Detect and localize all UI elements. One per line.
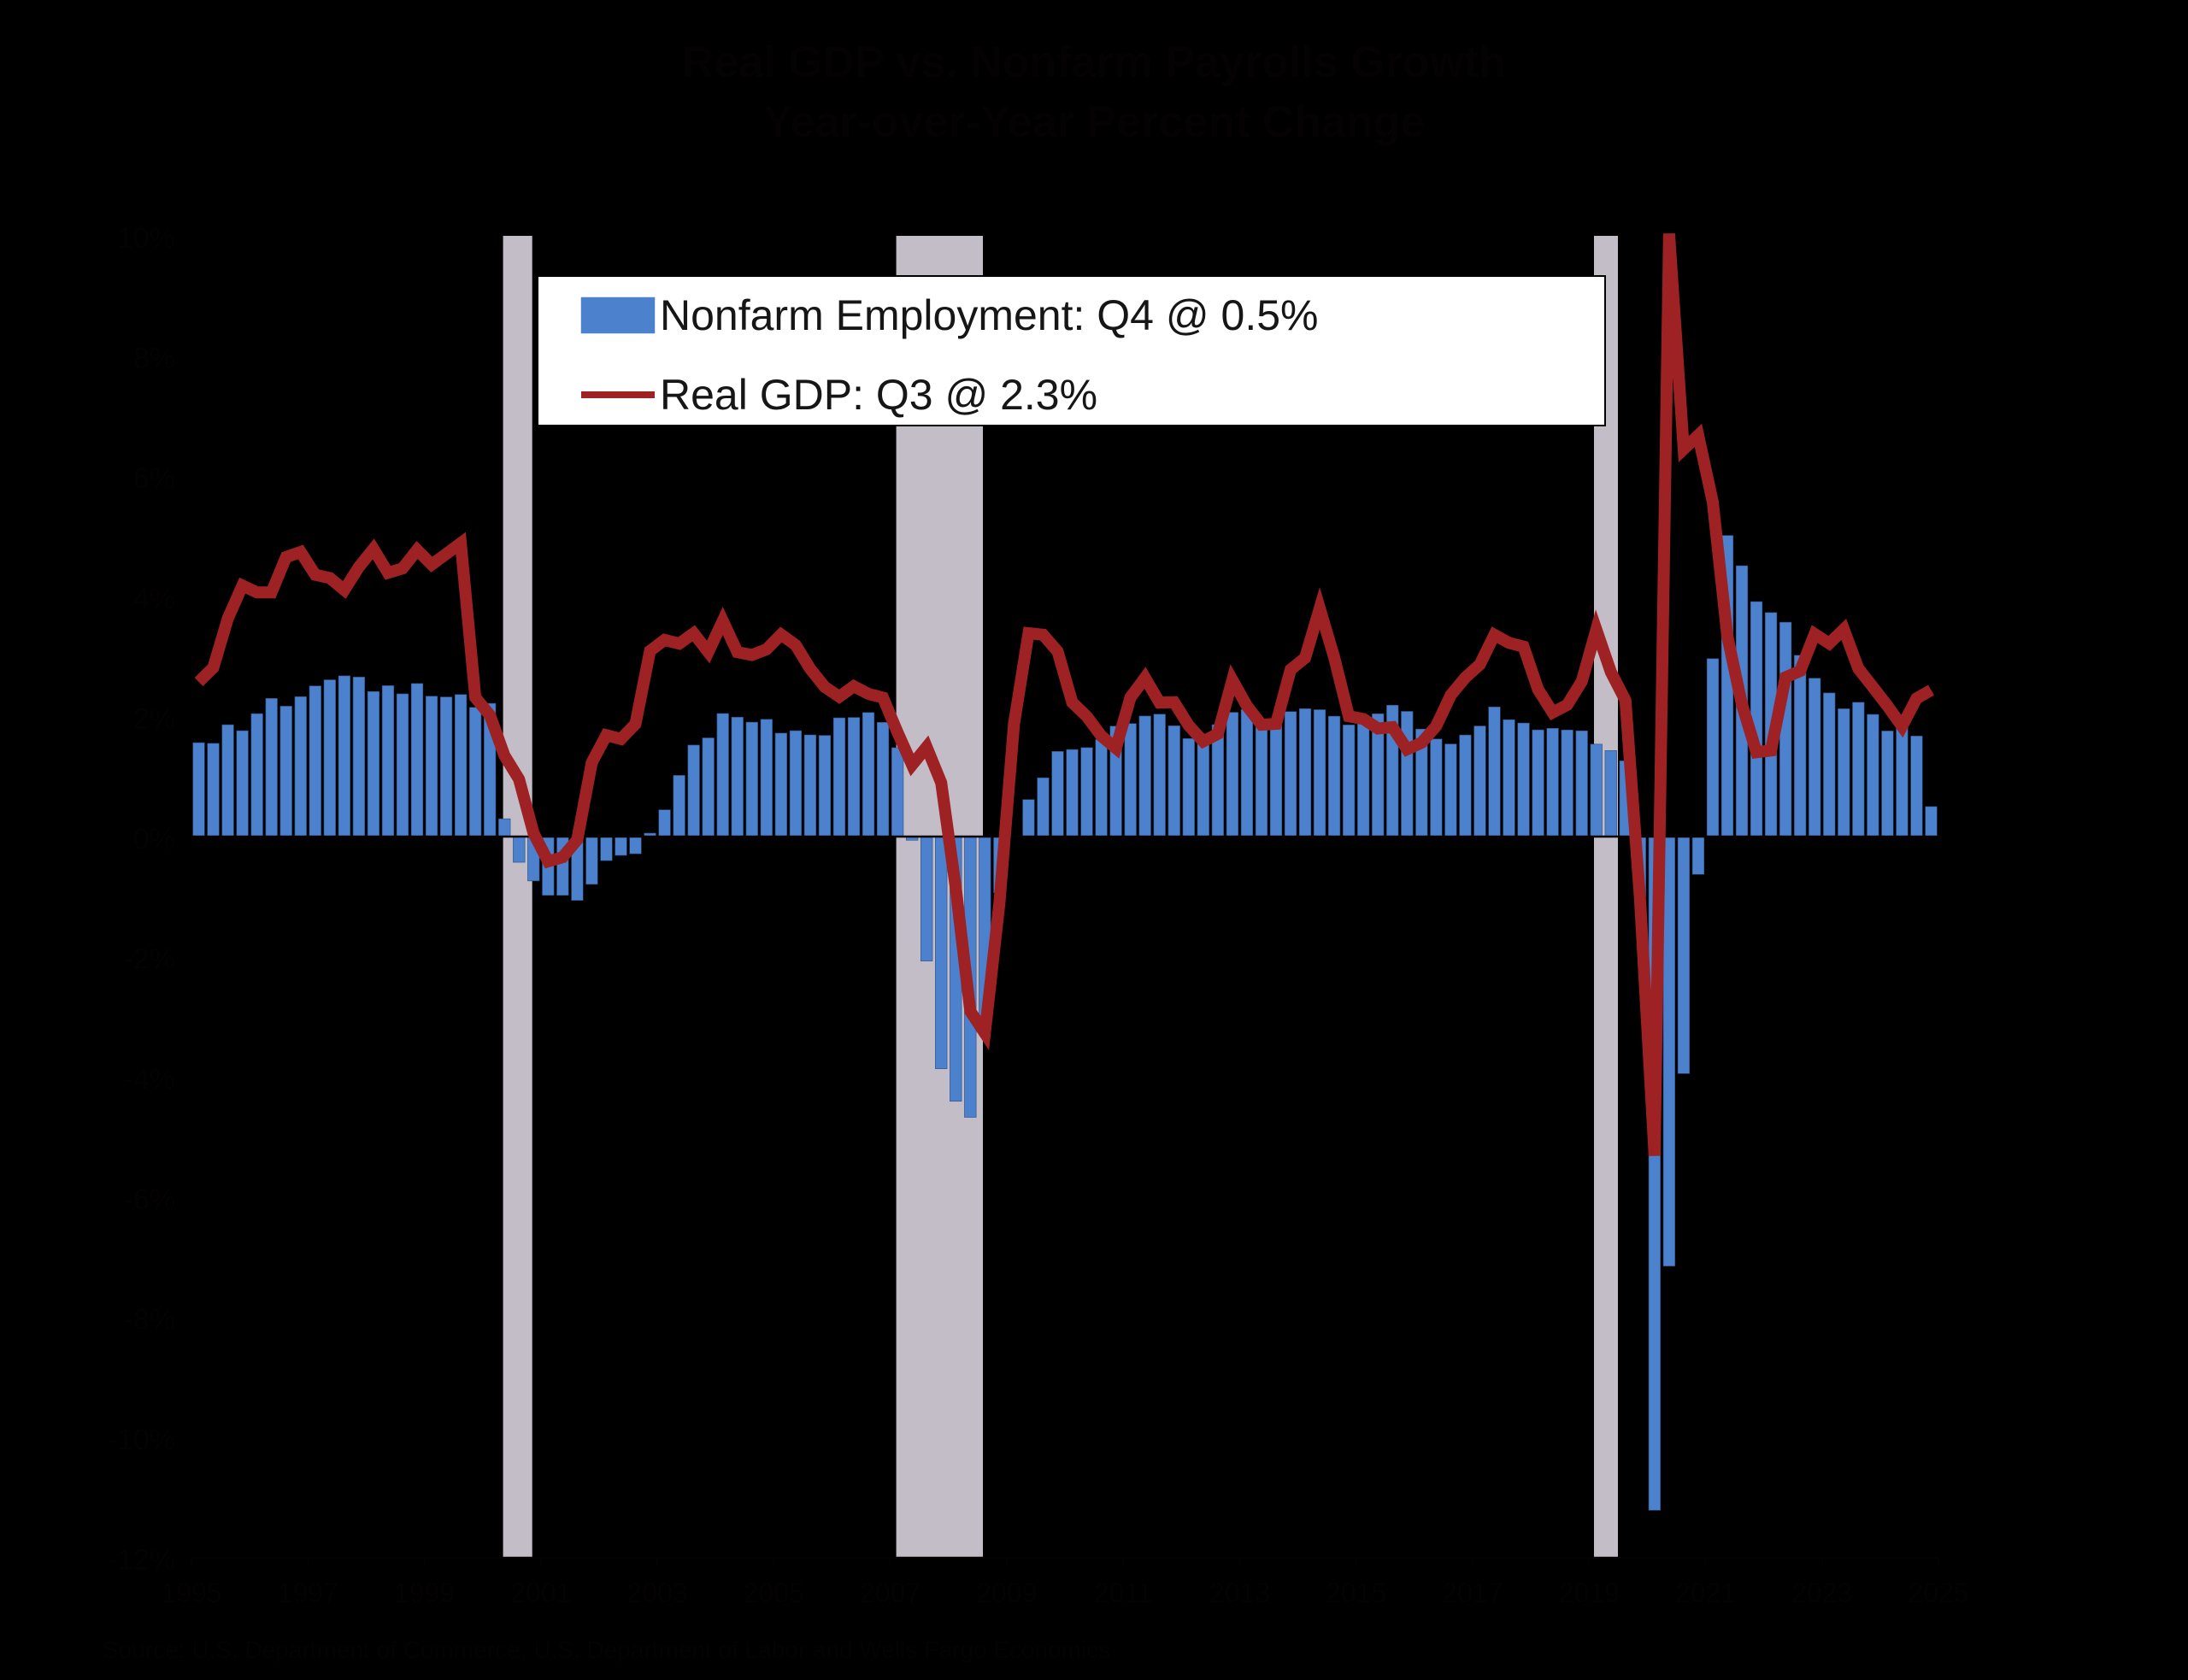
svg-text:-8%: -8% bbox=[124, 1303, 175, 1336]
svg-text:-6%: -6% bbox=[124, 1184, 175, 1216]
svg-text:-12%: -12% bbox=[108, 1544, 175, 1577]
svg-text:8%: 8% bbox=[133, 343, 175, 375]
svg-text:Real GDP vs. Nonfarm Payrolls: Real GDP vs. Nonfarm Payrolls Growth bbox=[682, 38, 1506, 87]
svg-text:4%: 4% bbox=[133, 583, 175, 615]
svg-text:2009: 2009 bbox=[976, 1577, 1037, 1608]
svg-text:-4%: -4% bbox=[124, 1063, 175, 1096]
svg-text:-10%: -10% bbox=[108, 1424, 175, 1456]
svg-text:Real GDP: Q3 @ 2.3%: Real GDP: Q3 @ 2.3% bbox=[660, 371, 1097, 419]
svg-text:2011: 2011 bbox=[1094, 1577, 1153, 1608]
svg-text:2017: 2017 bbox=[1442, 1577, 1503, 1608]
svg-text:2007: 2007 bbox=[860, 1577, 920, 1608]
svg-text:2013: 2013 bbox=[1209, 1577, 1270, 1608]
svg-text:Year-over-Year Percent Change: Year-over-Year Percent Change bbox=[763, 97, 1426, 147]
svg-text:10%: 10% bbox=[117, 222, 175, 255]
svg-text:2023: 2023 bbox=[1791, 1577, 1852, 1608]
svg-text:Nonfarm Employment: Q4 @ 0.5%: Nonfarm Employment: Q4 @ 0.5% bbox=[660, 291, 1318, 339]
svg-text:6%: 6% bbox=[133, 462, 175, 495]
svg-text:2005: 2005 bbox=[744, 1577, 804, 1608]
svg-text:2015: 2015 bbox=[1326, 1577, 1386, 1608]
svg-text:0%: 0% bbox=[133, 823, 175, 855]
svg-text:2%: 2% bbox=[133, 702, 175, 735]
svg-text:Source: U.S. Department of Com: Source: U.S. Department of Commerce, U.S… bbox=[103, 1636, 1110, 1663]
svg-text:1995: 1995 bbox=[161, 1577, 221, 1608]
svg-text:-2%: -2% bbox=[124, 943, 175, 976]
svg-text:2025: 2025 bbox=[1908, 1577, 1968, 1608]
svg-text:2019: 2019 bbox=[1559, 1577, 1620, 1608]
svg-text:2001: 2001 bbox=[510, 1577, 571, 1608]
svg-text:2003: 2003 bbox=[627, 1577, 688, 1608]
svg-text:1999: 1999 bbox=[394, 1577, 455, 1608]
svg-text:1997: 1997 bbox=[278, 1577, 338, 1608]
svg-text:2021: 2021 bbox=[1675, 1577, 1736, 1608]
